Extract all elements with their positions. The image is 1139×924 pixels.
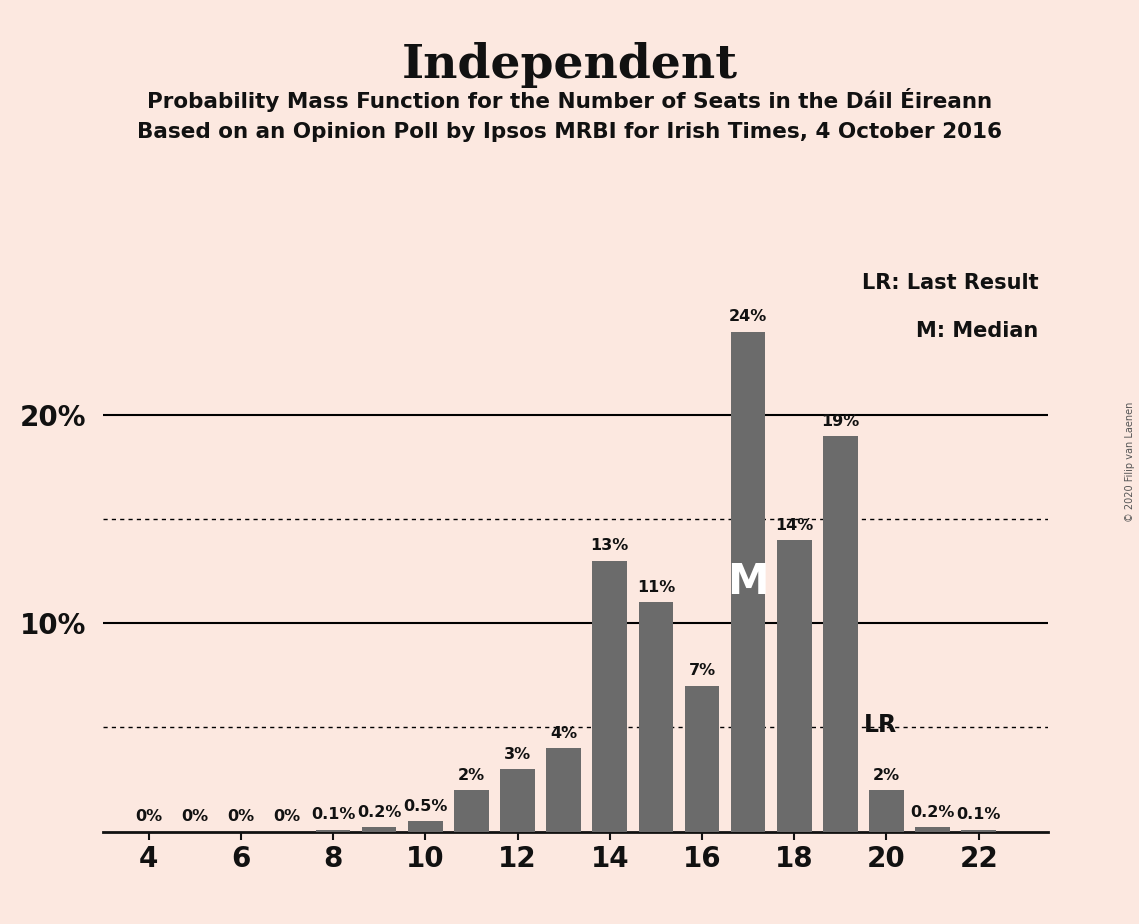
Text: 0.1%: 0.1% [311, 808, 355, 822]
Text: 4%: 4% [550, 726, 577, 741]
Bar [869, 790, 903, 832]
Bar [823, 436, 858, 832]
Bar [777, 540, 812, 832]
Text: © 2020 Filip van Laenen: © 2020 Filip van Laenen [1125, 402, 1134, 522]
Text: LR: LR [863, 713, 896, 737]
Text: 3%: 3% [503, 747, 531, 761]
Bar [731, 332, 765, 832]
Bar [592, 561, 628, 832]
Text: 19%: 19% [821, 414, 860, 429]
Text: 0.5%: 0.5% [403, 799, 448, 814]
Text: 2%: 2% [872, 768, 900, 783]
Text: 13%: 13% [591, 539, 629, 553]
Text: 11%: 11% [637, 580, 675, 595]
Text: 0%: 0% [136, 809, 162, 824]
Bar [685, 686, 720, 832]
Text: 0.2%: 0.2% [357, 805, 401, 821]
Bar [316, 830, 351, 832]
Text: M: M [728, 561, 769, 602]
Text: Based on an Opinion Poll by Ipsos MRBI for Irish Times, 4 October 2016: Based on an Opinion Poll by Ipsos MRBI f… [137, 122, 1002, 142]
Text: 24%: 24% [729, 310, 768, 324]
Text: 7%: 7% [688, 663, 715, 678]
Text: 14%: 14% [776, 517, 813, 532]
Text: 0.2%: 0.2% [910, 805, 954, 821]
Bar [408, 821, 443, 832]
Text: LR: Last Result: LR: Last Result [862, 274, 1039, 293]
Text: Independent: Independent [401, 42, 738, 88]
Bar [916, 827, 950, 832]
Text: Probability Mass Function for the Number of Seats in the Dáil Éireann: Probability Mass Function for the Number… [147, 88, 992, 112]
Text: 0%: 0% [181, 809, 208, 824]
Bar [639, 602, 673, 832]
Text: M: Median: M: Median [917, 322, 1039, 341]
Text: 0.1%: 0.1% [957, 808, 1001, 822]
Text: 0%: 0% [273, 809, 301, 824]
Bar [500, 769, 535, 832]
Bar [961, 830, 995, 832]
Bar [362, 827, 396, 832]
Text: 2%: 2% [458, 768, 485, 783]
Bar [454, 790, 489, 832]
Bar [547, 748, 581, 832]
Text: 0%: 0% [228, 809, 254, 824]
